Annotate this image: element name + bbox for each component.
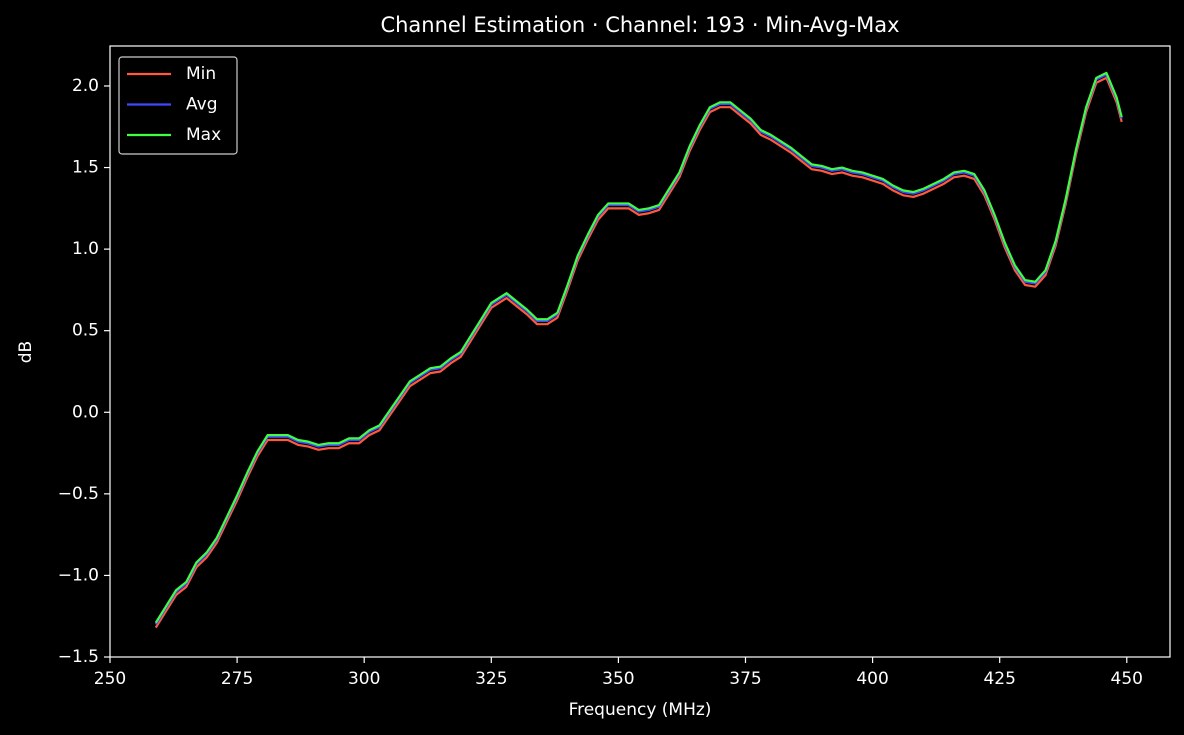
y-tick-label: 0.0: [72, 402, 99, 422]
x-tick-label: 400: [856, 669, 888, 689]
axes-frame: [109, 45, 1171, 658]
legend-box: [118, 56, 238, 155]
chart-title: Channel Estimation · Channel: 193 · Min-…: [380, 13, 899, 37]
y-tick-label: 2.0: [72, 76, 99, 96]
plot-area: [154, 71, 1123, 629]
y-tick-label: −1.5: [58, 647, 99, 667]
y-tick-label: −0.5: [58, 484, 99, 504]
x-tick-label: 250: [94, 669, 126, 689]
series-line: [154, 73, 1123, 625]
x-tick-label: 325: [475, 669, 507, 689]
y-tick-label: 1.0: [72, 239, 99, 259]
x-tick-label: 275: [221, 669, 253, 689]
legend-label: Min: [186, 64, 216, 84]
x-axis-label: Frequency (MHz): [569, 700, 712, 720]
y-tick-label: −1.0: [58, 565, 99, 585]
x-tick-label: 375: [729, 669, 761, 689]
x-tick-label: 425: [983, 669, 1015, 689]
y-axis-label: dB: [16, 341, 36, 363]
series-line: [154, 76, 1123, 629]
legend-label: Avg: [186, 95, 218, 115]
x-tick-label: 450: [1111, 669, 1143, 689]
x-tick-label: 300: [348, 669, 380, 689]
series-line: [154, 71, 1123, 624]
x-tick-label: 350: [602, 669, 634, 689]
y-tick-label: 1.5: [72, 158, 99, 178]
y-tick-label: 0.5: [72, 321, 99, 341]
legend-label: Max: [186, 125, 221, 145]
